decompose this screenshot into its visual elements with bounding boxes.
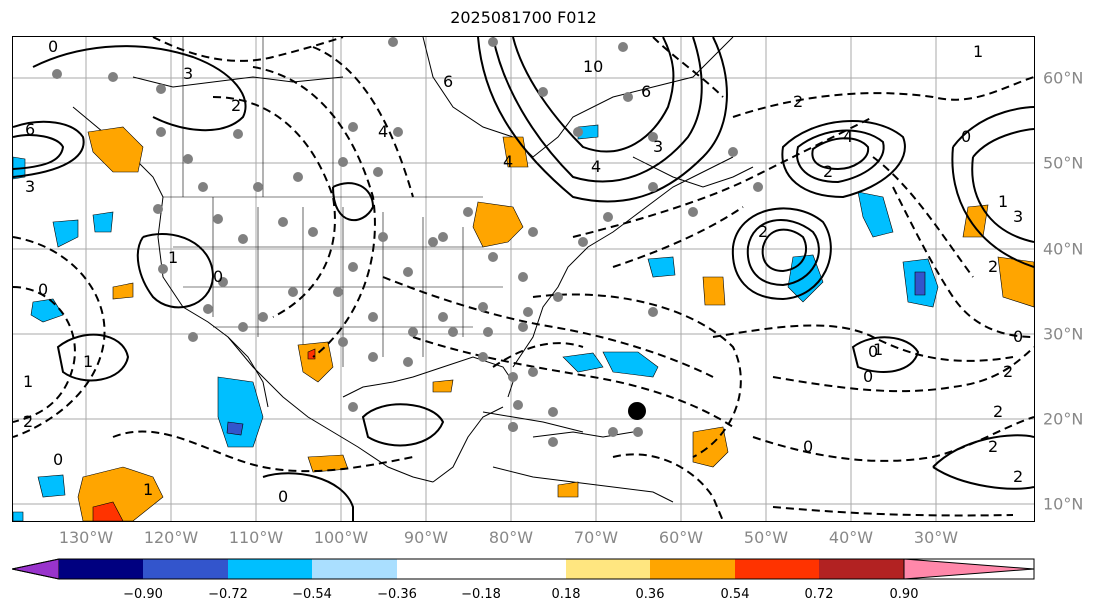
lon-label: 40°W <box>828 528 874 547</box>
svg-text:2: 2 <box>793 92 803 111</box>
lat-label: 50°N <box>1043 153 1084 173</box>
colorbar-tick: −0.54 <box>292 587 332 602</box>
lon-label: 120°W <box>143 528 199 547</box>
colorbar-tick: 0.18 <box>551 587 581 602</box>
svg-text:0: 0 <box>863 367 873 386</box>
svg-text:0: 0 <box>278 487 288 506</box>
svg-text:6: 6 <box>25 120 35 139</box>
lat-label: 60°N <box>1043 68 1084 88</box>
colorbar-swatch <box>312 559 397 579</box>
svg-text:2: 2 <box>231 96 241 115</box>
lon-label: 100°W <box>313 528 369 547</box>
svg-text:2: 2 <box>758 222 768 241</box>
lat-label: 40°N <box>1043 239 1084 259</box>
lon-label: 60°W <box>658 528 704 547</box>
colorbar-tick: 0.90 <box>889 587 919 602</box>
svg-text:3: 3 <box>25 177 35 196</box>
svg-text:0: 0 <box>213 267 223 286</box>
svg-text:2: 2 <box>988 437 998 456</box>
svg-text:4: 4 <box>591 157 601 176</box>
lon-label: 70°W <box>573 528 619 547</box>
svg-text:6: 6 <box>641 82 651 101</box>
lon-label: 130°W <box>58 528 114 547</box>
svg-text:2: 2 <box>823 162 833 181</box>
colorbar-tick: −0.90 <box>123 587 163 602</box>
svg-text:1: 1 <box>998 192 1008 211</box>
colorbar-tick: 0.54 <box>720 587 750 602</box>
svg-text:0: 0 <box>53 450 63 469</box>
solid-contours <box>13 37 1034 521</box>
colorbar-swatch <box>228 559 312 579</box>
lon-label: 30°W <box>913 528 959 547</box>
colorbar-tick: 0.72 <box>804 587 834 602</box>
colorbar-swatch <box>143 559 228 579</box>
svg-text:1: 1 <box>973 42 983 61</box>
state-borders <box>163 37 503 367</box>
svg-text:2: 2 <box>993 402 1003 421</box>
svg-text:1: 1 <box>168 248 178 267</box>
svg-text:4: 4 <box>378 122 388 141</box>
colorbar-swatch <box>735 559 819 579</box>
map-panel: 0 3 2 6 3 1 0 0 1 1 2 4 6 10 6 3 4 1 2 4… <box>12 36 1035 522</box>
lat-label: 30°N <box>1043 324 1084 344</box>
svg-text:0: 0 <box>48 37 58 56</box>
station-dots <box>52 37 763 447</box>
svg-text:2: 2 <box>988 257 998 276</box>
lat-label: 20°N <box>1043 409 1084 429</box>
colorbar-swatch <box>397 559 566 579</box>
svg-text:3: 3 <box>1013 207 1023 226</box>
svg-text:1: 1 <box>83 352 93 371</box>
coastlines <box>72 37 754 503</box>
svg-text:0: 0 <box>868 342 878 361</box>
lon-label: 50°W <box>743 528 789 547</box>
svg-text:0: 0 <box>803 437 813 456</box>
svg-text:0: 0 <box>38 280 48 299</box>
svg-text:2: 2 <box>1013 467 1023 486</box>
colorbar-swatch <box>12 558 60 580</box>
dashed-contours <box>13 37 1034 521</box>
lat-label: 10°N <box>1043 494 1084 514</box>
svg-text:2: 2 <box>1003 362 1013 381</box>
colorbar-tick: −0.18 <box>461 587 501 602</box>
svg-text:2: 2 <box>23 412 33 431</box>
lon-label: 90°W <box>403 528 449 547</box>
colorbar-swatch <box>566 559 650 579</box>
svg-text:6: 6 <box>443 72 453 91</box>
shaded-fields <box>13 124 1034 521</box>
svg-text:4: 4 <box>503 152 513 171</box>
svg-text:3: 3 <box>653 137 663 156</box>
lon-label: 110°W <box>228 528 284 547</box>
map-title: 2025081700 F012 <box>450 8 597 27</box>
colorbar-swatch <box>819 559 904 579</box>
svg-text:10: 10 <box>583 57 603 76</box>
lon-label: 80°W <box>488 528 534 547</box>
svg-text:0: 0 <box>1013 327 1023 346</box>
colorbar-tick: −0.72 <box>208 587 248 602</box>
svg-text:0: 0 <box>961 127 971 146</box>
colorbar-swatch <box>903 558 1035 580</box>
svg-text:1: 1 <box>23 372 33 391</box>
weather-map: 0 3 2 6 3 1 0 0 1 1 2 4 6 10 6 3 4 1 2 4… <box>13 37 1034 521</box>
hurricane-marker <box>628 402 646 420</box>
svg-text:1: 1 <box>873 340 883 359</box>
colorbar-swatch <box>650 559 735 579</box>
contour-labels: 0 3 2 6 3 1 0 0 1 1 2 4 6 10 6 3 4 1 2 4… <box>23 37 1023 506</box>
colorbar-tick: −0.36 <box>377 587 417 602</box>
svg-text:1: 1 <box>143 480 153 499</box>
colorbar <box>12 558 1035 580</box>
svg-text:4: 4 <box>843 127 853 146</box>
svg-text:3: 3 <box>183 64 193 83</box>
colorbar-tick: 0.36 <box>635 587 665 602</box>
colorbar-swatch <box>59 559 143 579</box>
